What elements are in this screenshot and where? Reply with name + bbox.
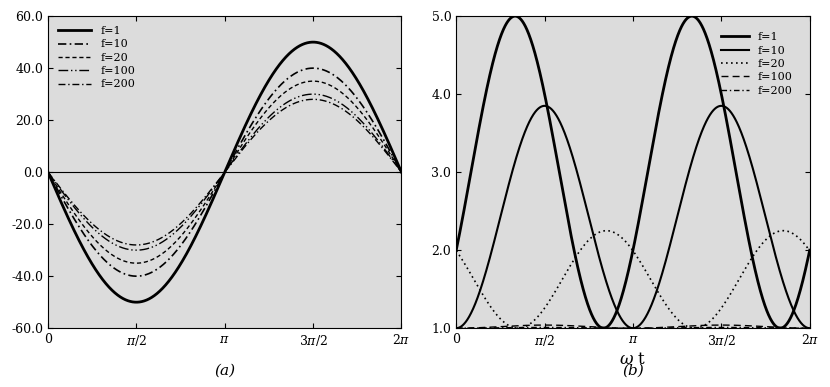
- X-axis label: $\omega$ t: $\omega$ t: [619, 351, 647, 368]
- Text: (b): (b): [622, 364, 644, 378]
- Text: (a): (a): [214, 364, 235, 378]
- Legend: f=1, f=10, f=20, f=100, f=200: f=1, f=10, f=20, f=100, f=200: [53, 22, 139, 94]
- Legend: f=1, f=10, f=20, f=100, f=200: f=1, f=10, f=20, f=100, f=200: [716, 28, 797, 100]
